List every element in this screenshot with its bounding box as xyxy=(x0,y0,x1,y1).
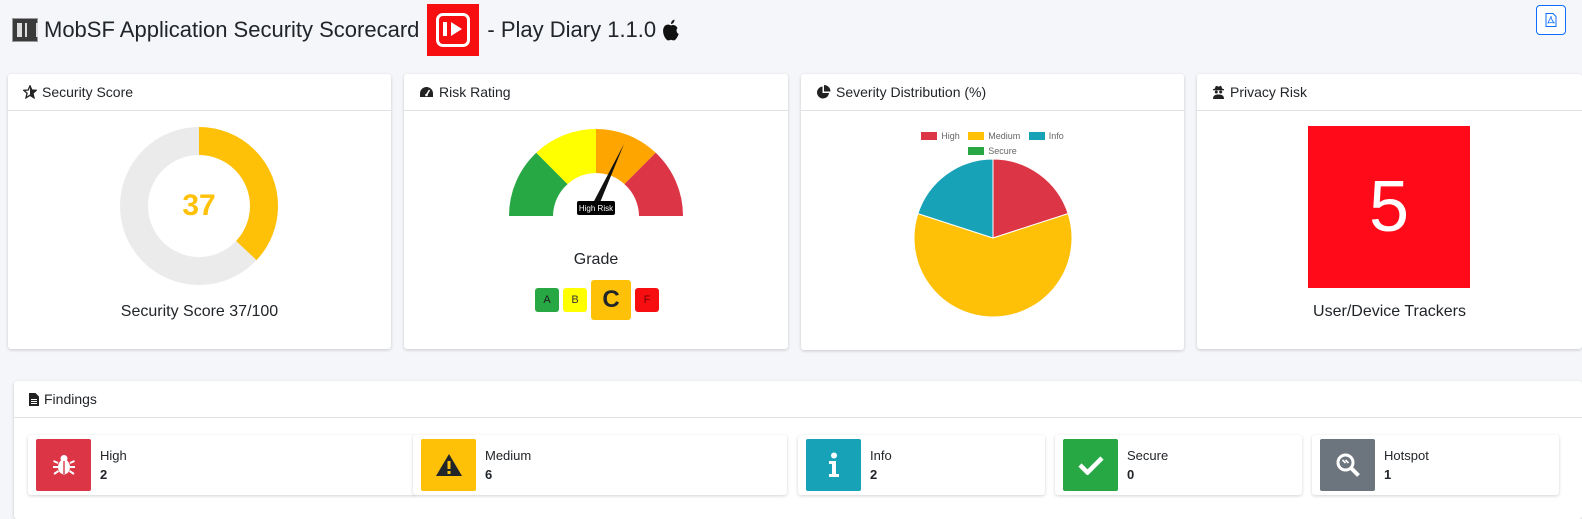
grade-scale: A B C F xyxy=(535,280,663,320)
finding-count: 6 xyxy=(485,467,493,482)
security-score-card: Security Score 37 Security Score 37/100 xyxy=(8,74,391,349)
magnify-icon xyxy=(1320,439,1375,491)
grade-b: B xyxy=(563,288,587,312)
findings-card: Findings High 2 Medium 6 xyxy=(14,381,1582,519)
score-label: Security Score 37/100 xyxy=(120,303,279,320)
grade-a: A xyxy=(535,288,559,312)
tracker-label: User/Device Trackers xyxy=(1313,303,1466,320)
card-header: Severity Distribution (%) xyxy=(801,74,1184,111)
gauge-needle xyxy=(593,144,624,205)
card-title: Severity Distribution (%) xyxy=(836,84,987,100)
pie-slice-info[interactable] xyxy=(917,158,994,239)
check-icon xyxy=(1063,439,1118,491)
gauge-segment-low xyxy=(509,152,568,216)
card-header: Security Score xyxy=(8,74,391,111)
finding-label: Medium xyxy=(485,448,532,463)
severity-pie-chart xyxy=(913,158,1073,318)
info-icon xyxy=(806,439,861,491)
finding-label: Secure xyxy=(1127,448,1169,463)
mobsf-logo-icon xyxy=(12,18,38,42)
card-header: Risk Rating xyxy=(404,74,788,111)
pie-slice-medium[interactable] xyxy=(913,212,1073,318)
user-secret-icon xyxy=(1213,85,1224,99)
finding-count: 1 xyxy=(1384,467,1392,482)
pdf-icon xyxy=(1545,13,1557,27)
finding-count: 2 xyxy=(100,467,108,482)
grade-c-selected: C xyxy=(591,280,631,320)
legend-item-secure[interactable]: Secure xyxy=(968,144,1017,158)
finding-label: Hotspot xyxy=(1384,448,1429,463)
app-icon xyxy=(427,4,480,56)
pie-chart-icon xyxy=(817,84,831,98)
gauge-icon xyxy=(420,86,433,97)
page-title: MobSF Application Security Scorecard xyxy=(44,17,420,42)
pdf-download-button[interactable] xyxy=(1536,5,1566,35)
card-title: Findings xyxy=(44,391,97,407)
score-value: 37 xyxy=(182,189,216,222)
risk-gauge-chart: High Risk xyxy=(509,129,683,216)
finding-box-high[interactable]: High 2 xyxy=(28,435,416,495)
pie-slice-high[interactable] xyxy=(992,158,1069,239)
finding-box-secure[interactable]: Secure 0 xyxy=(1055,435,1302,495)
page-header: MobSF Application Security Scorecard - P… xyxy=(12,4,680,56)
star-icon xyxy=(23,85,37,99)
tracker-count: 5 xyxy=(1308,126,1470,288)
card-title: Privacy Risk xyxy=(1230,84,1308,100)
card-header: Privacy Risk xyxy=(1197,74,1582,111)
finding-box-info[interactable]: Info 2 xyxy=(798,435,1045,495)
card-title: Risk Rating xyxy=(439,84,511,100)
apple-icon xyxy=(663,19,679,41)
finding-label: Info xyxy=(870,448,892,463)
finding-count: 2 xyxy=(870,467,878,482)
bug-icon xyxy=(36,439,91,491)
finding-label: High xyxy=(100,448,127,463)
privacy-risk-card: Privacy Risk 5 User/Device Trackers xyxy=(1197,74,1582,349)
legend-item-info[interactable]: Info xyxy=(1028,129,1064,143)
finding-count: 0 xyxy=(1127,467,1135,482)
grade-label: Grade xyxy=(573,251,619,268)
app-name: - Play Diary 1.1.0 xyxy=(487,17,657,42)
gauge-segment-critical xyxy=(624,152,683,216)
severity-distribution-card: Severity Distribution (%) High Medium In… xyxy=(801,74,1184,350)
gauge-segment-medium xyxy=(536,129,596,185)
finding-box-medium[interactable]: Medium 6 xyxy=(413,435,787,495)
legend-item-medium[interactable]: Medium xyxy=(968,129,1020,143)
grade-f: F xyxy=(635,288,659,312)
score-donut-chart: 37 xyxy=(118,125,280,287)
legend-item-high[interactable]: High xyxy=(921,129,960,143)
file-icon xyxy=(29,392,39,406)
warning-icon xyxy=(421,439,476,491)
card-header: Findings xyxy=(14,381,1582,418)
chart-legend: High Medium Info Secure xyxy=(801,129,1184,159)
score-arc xyxy=(120,127,278,285)
gauge-needle-label: High Risk xyxy=(579,204,614,213)
finding-box-hotspot[interactable]: Hotspot 1 xyxy=(1312,435,1559,495)
card-title: Security Score xyxy=(42,84,134,100)
risk-rating-card: Risk Rating High Risk Grade A B C F xyxy=(404,74,788,349)
